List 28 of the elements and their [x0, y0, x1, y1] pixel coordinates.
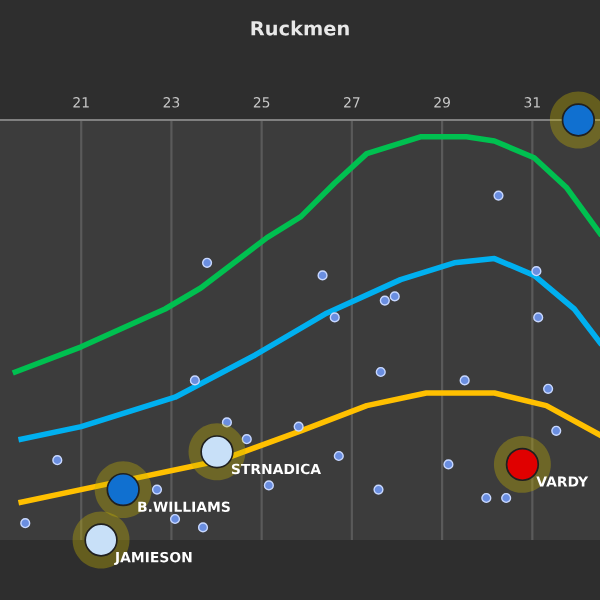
point	[493, 190, 504, 201]
point	[459, 375, 470, 386]
point	[169, 513, 181, 525]
point	[221, 417, 233, 428]
point	[329, 312, 340, 323]
point	[333, 450, 344, 462]
point	[481, 492, 492, 504]
point	[293, 421, 304, 432]
point	[201, 257, 213, 268]
point	[151, 484, 163, 495]
point	[443, 459, 454, 470]
point	[551, 425, 562, 436]
point	[263, 480, 274, 491]
point	[20, 518, 31, 529]
point	[379, 295, 390, 306]
point	[189, 375, 200, 386]
point	[543, 383, 554, 394]
point	[375, 366, 386, 378]
point	[241, 434, 252, 445]
point	[52, 455, 63, 466]
point	[501, 492, 512, 504]
point	[533, 312, 544, 323]
point	[531, 266, 542, 277]
point	[197, 522, 209, 533]
chart-title: Ruckmen	[251, 20, 349, 36]
point	[389, 291, 400, 302]
point	[317, 270, 328, 281]
point	[373, 484, 384, 495]
